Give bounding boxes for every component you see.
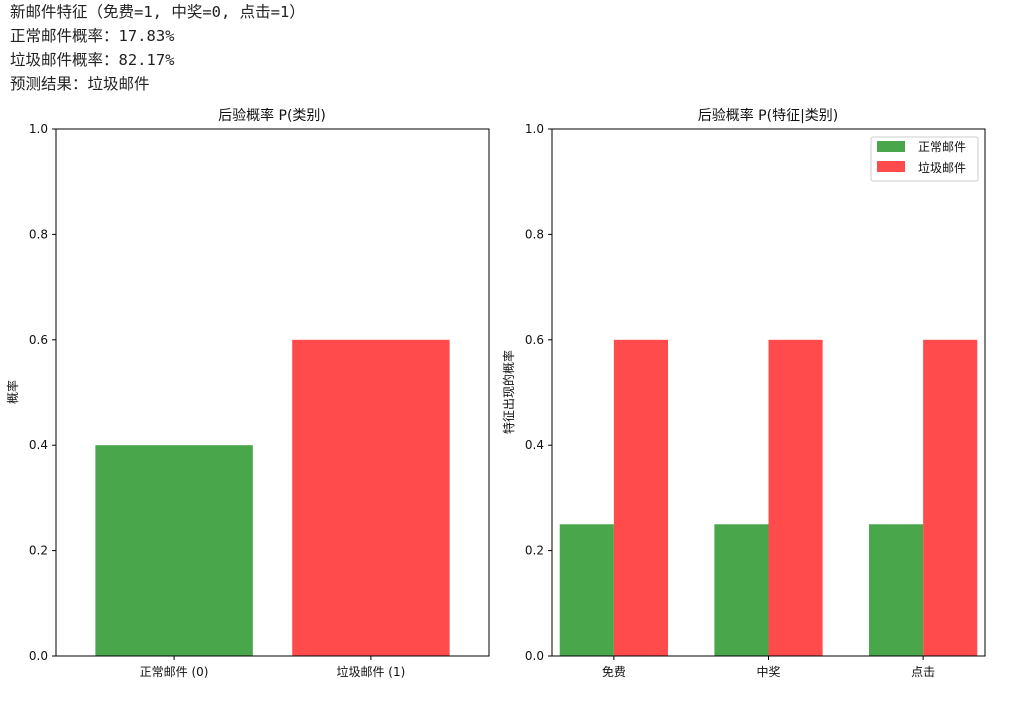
y-axis-label: 特征出现的概率 xyxy=(501,350,516,434)
y-tick-label: 0.6 xyxy=(29,333,48,347)
y-tick-label: 1.0 xyxy=(525,122,544,136)
x-tick-label: 免费 xyxy=(602,664,626,679)
legend: 正常邮件 垃圾邮件 xyxy=(870,136,979,182)
y-tick-label: 0.8 xyxy=(29,227,48,241)
y-tick-label: 0.2 xyxy=(525,544,544,558)
legend-label-normal: 正常邮件 xyxy=(918,140,966,154)
console-line-spam-prob: 垃圾邮件概率：82.17% xyxy=(10,51,175,69)
legend-label-spam: 垃圾邮件 xyxy=(918,160,966,175)
class-posterior-chart: 后验概率 P(类别) 概率 0.0 0.2 0.4 0.6 0.8 1.0 正常邮件 (0)… xyxy=(5,107,490,679)
console-output: 新邮件特征（免费=1, 中奖=0, 点击=1） 正常邮件概率：17.83% 垃圾… xyxy=(10,0,305,96)
x-tick-label: 正常邮件 (0) xyxy=(140,665,209,679)
bar xyxy=(768,339,823,656)
chart-title: 后验概率 P(特征|类别) xyxy=(698,107,839,124)
console-line-normal-prob: 正常邮件概率：17.83% xyxy=(10,27,175,45)
console-line-prediction: 预测结果：垃圾邮件 xyxy=(10,75,150,93)
plot-frame xyxy=(55,128,490,657)
y-tick-label: 0.8 xyxy=(525,227,544,241)
y-tick-label: 0.2 xyxy=(29,544,48,558)
bar xyxy=(95,445,253,656)
bar xyxy=(923,339,978,656)
bar xyxy=(292,339,450,656)
x-tick-label: 中奖 xyxy=(756,664,780,679)
feature-likelihood-chart: 后验概率 P(特征|类别) 特征出现的概率 0.0 0.2 0.4 0.6 0.8 1.0… xyxy=(501,107,986,679)
y-tick-label: 0.4 xyxy=(525,438,544,452)
x-tick-label: 垃圾邮件 (1) xyxy=(336,664,405,679)
chart-title: 后验概率 P(类别) xyxy=(218,107,326,124)
y-tick-label: 0.4 xyxy=(29,438,48,452)
y-tick-label: 0.0 xyxy=(525,649,544,663)
x-tick-label: 点击 xyxy=(911,665,935,679)
plot-frame xyxy=(551,128,986,657)
bar xyxy=(714,524,769,656)
y-tick-label: 1.0 xyxy=(29,122,48,136)
bar xyxy=(869,524,924,656)
y-tick-label: 0.0 xyxy=(29,649,48,663)
y-tick-label: 0.6 xyxy=(525,333,544,347)
console-line-features: 新邮件特征（免费=1, 中奖=0, 点击=1） xyxy=(10,3,305,21)
bar xyxy=(613,339,668,656)
bar xyxy=(559,524,614,656)
legend-swatch-normal xyxy=(877,141,905,152)
y-axis-label: 概率 xyxy=(5,380,20,404)
legend-swatch-spam xyxy=(877,161,905,172)
